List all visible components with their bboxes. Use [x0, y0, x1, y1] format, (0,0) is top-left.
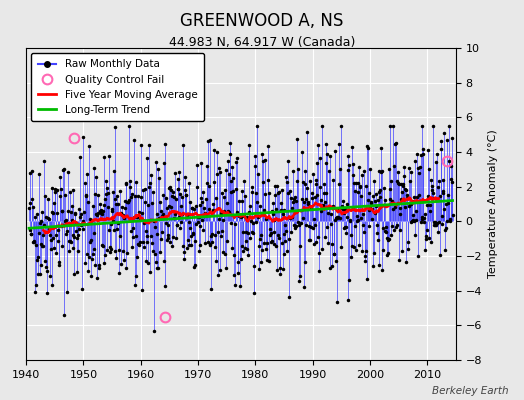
Text: 44.983 N, 64.917 W (Canada): 44.983 N, 64.917 W (Canada) — [169, 36, 355, 49]
Y-axis label: Temperature Anomaly (°C): Temperature Anomaly (°C) — [488, 130, 498, 278]
Text: Berkeley Earth: Berkeley Earth — [432, 386, 508, 396]
Legend: Raw Monthly Data, Quality Control Fail, Five Year Moving Average, Long-Term Tren: Raw Monthly Data, Quality Control Fail, … — [31, 53, 204, 121]
Text: GREENWOOD A, NS: GREENWOOD A, NS — [180, 12, 344, 30]
